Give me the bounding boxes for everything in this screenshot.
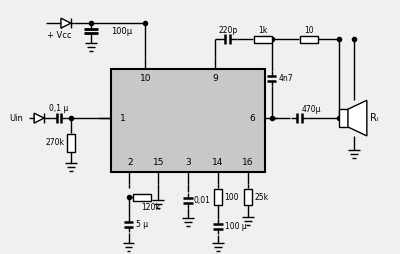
Text: 9: 9 <box>212 74 218 83</box>
Bar <box>134 194 151 201</box>
Bar <box>214 189 222 205</box>
Text: 10: 10 <box>304 26 314 35</box>
Text: 100 µ: 100 µ <box>225 223 247 231</box>
Bar <box>339 109 348 127</box>
Text: 0,01: 0,01 <box>194 196 210 205</box>
Text: 2: 2 <box>128 158 133 167</box>
Bar <box>67 134 75 152</box>
Text: 10: 10 <box>140 74 151 83</box>
Polygon shape <box>348 100 367 136</box>
Bar <box>244 189 252 205</box>
Text: 100µ: 100µ <box>111 27 132 36</box>
Bar <box>300 36 318 43</box>
Text: 3: 3 <box>185 158 191 167</box>
Text: 25k: 25k <box>254 193 269 202</box>
Bar <box>254 36 272 43</box>
Text: Rₗ: Rₗ <box>370 113 379 123</box>
Text: 15: 15 <box>152 158 164 167</box>
Text: 470µ: 470µ <box>302 105 321 114</box>
Text: 16: 16 <box>242 158 254 167</box>
Text: 14: 14 <box>212 158 224 167</box>
Polygon shape <box>34 113 44 123</box>
Text: 270k: 270k <box>46 138 64 147</box>
Text: 0,1 µ: 0,1 µ <box>49 104 69 113</box>
Text: Uin: Uin <box>9 114 23 123</box>
Bar <box>111 69 264 172</box>
Text: 1: 1 <box>120 114 126 123</box>
Text: 1k: 1k <box>258 26 267 35</box>
Text: 220p: 220p <box>218 26 238 35</box>
Text: 5 µ: 5 µ <box>136 220 148 229</box>
Text: 4n7: 4n7 <box>279 74 294 83</box>
Text: 100: 100 <box>224 193 239 202</box>
Text: + Vcc: + Vcc <box>47 30 71 40</box>
Polygon shape <box>61 18 71 28</box>
Text: 6: 6 <box>250 114 256 123</box>
Text: 120k: 120k <box>141 203 160 212</box>
